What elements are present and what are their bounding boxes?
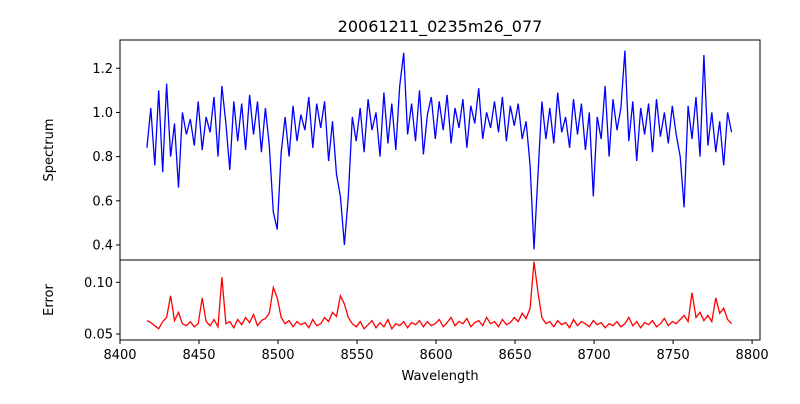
spectrum-panel: 0.4 0.6 0.8 1.0 1.2: [92, 39, 761, 261]
x-tick-label: 8600: [420, 348, 453, 363]
y-tick-label: 0.4: [92, 238, 113, 253]
x-tick-label: 8750: [657, 348, 690, 363]
y-tick-label: 0.10: [84, 276, 113, 291]
x-tick-label: 8550: [340, 348, 373, 363]
x-tick-label: 8700: [578, 348, 611, 363]
x-axis-label: Wavelength: [401, 369, 478, 384]
spectrum-ylabel: Spectrum: [42, 119, 57, 182]
y-tick-label: 0.05: [84, 328, 113, 343]
x-tick-label: 8400: [103, 348, 136, 363]
y-tick-label: 1.2: [92, 62, 113, 77]
chart-title: 20061211_0235m26_077: [338, 17, 543, 37]
x-tick-label: 8800: [736, 348, 769, 363]
spectrum-series-line: [146, 50, 733, 250]
error-panel: 0.05 0.10 8400 8450 8500 8550 8600 8650 8700 8750…: [84, 259, 769, 363]
x-tick-label: 8450: [182, 348, 215, 363]
x-tick-label: 8650: [499, 348, 532, 363]
x-tick-label: 8500: [261, 348, 294, 363]
error-series-line: [146, 261, 733, 331]
axes-frame: [119, 259, 761, 341]
axes-frame: [119, 39, 761, 261]
y-tick-label: 0.6: [92, 194, 113, 209]
y-tick-label: 0.8: [92, 150, 113, 165]
error-ylabel: Error: [42, 284, 57, 316]
y-tick-label: 1.0: [92, 106, 113, 121]
